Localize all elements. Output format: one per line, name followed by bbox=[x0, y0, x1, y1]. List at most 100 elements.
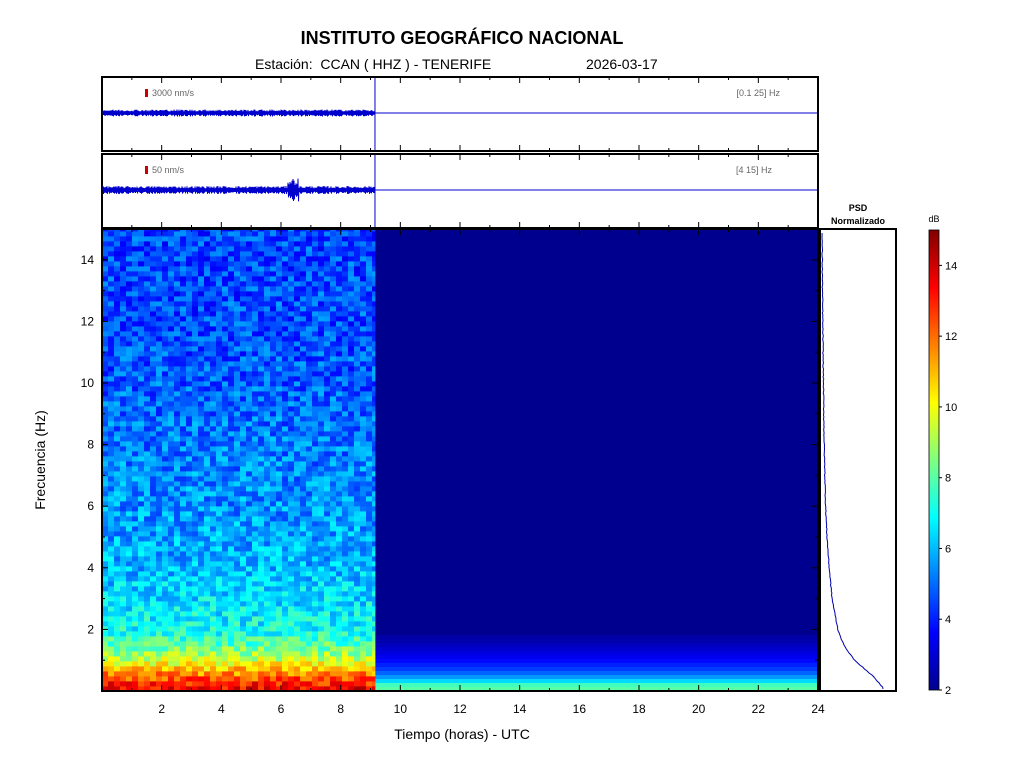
spectrogram-cell bbox=[240, 551, 247, 557]
spectrogram-cell bbox=[240, 386, 247, 392]
spectrogram-cell bbox=[264, 431, 271, 437]
spectrogram-cell bbox=[240, 556, 247, 562]
spectrogram-cell bbox=[270, 391, 277, 397]
spectrogram-cell bbox=[366, 251, 373, 257]
spectrogram-cell bbox=[348, 231, 355, 237]
spectrogram-cell bbox=[318, 291, 325, 297]
spectrogram-cell bbox=[150, 656, 157, 662]
spectrogram-cell bbox=[120, 486, 127, 492]
spectrogram-cell bbox=[222, 461, 229, 467]
spectrogram-cell bbox=[336, 271, 343, 277]
spectrogram-cell bbox=[180, 596, 187, 602]
spectrogram-cell bbox=[240, 416, 247, 422]
spectrogram-cell bbox=[294, 366, 301, 372]
spectrogram-cell bbox=[336, 326, 343, 332]
spectrogram-cell bbox=[252, 436, 259, 442]
spectrogram-cell bbox=[258, 446, 265, 452]
spectrogram-cell bbox=[222, 231, 229, 237]
spectrogram-cell bbox=[288, 229, 295, 232]
spectrogram-cell bbox=[138, 281, 145, 287]
spectrogram-cell bbox=[198, 466, 205, 472]
spectrogram-cell bbox=[156, 531, 163, 537]
spectrogram-cell bbox=[348, 421, 355, 427]
spectrogram-cell bbox=[156, 311, 163, 317]
spectrogram-cell bbox=[114, 236, 121, 242]
spectrogram-cell bbox=[162, 341, 169, 347]
spectrogram-cell bbox=[156, 281, 163, 287]
spectrogram-cell bbox=[264, 256, 271, 262]
spectrogram-cell bbox=[246, 421, 253, 427]
spectrogram-cell bbox=[246, 301, 253, 307]
spectrogram-cell bbox=[276, 271, 283, 277]
spectrogram-cell bbox=[222, 556, 229, 562]
spectrogram-cell bbox=[204, 331, 211, 337]
spectrogram-cell bbox=[252, 411, 259, 417]
spectrogram-cell bbox=[318, 611, 325, 617]
spectrogram-cell bbox=[174, 511, 181, 517]
spectrogram-cell bbox=[222, 381, 229, 387]
spectrogram-band bbox=[374, 651, 818, 655]
spectrogram-cell bbox=[192, 566, 199, 572]
spectrogram-cell bbox=[318, 476, 325, 482]
spectrogram-cell bbox=[150, 366, 157, 372]
spectrogram-cell bbox=[216, 376, 223, 382]
spectrogram-cell bbox=[288, 381, 295, 387]
spectrogram-cell bbox=[246, 316, 253, 322]
spectrogram-cell bbox=[156, 671, 163, 677]
spectrogram-cell bbox=[108, 331, 115, 337]
spectrogram-cell bbox=[372, 511, 376, 517]
spectrogram-cell bbox=[108, 506, 115, 512]
spectrogram-cell bbox=[168, 231, 175, 237]
spectrogram-cell bbox=[174, 311, 181, 317]
spectrogram-cell bbox=[228, 656, 235, 662]
spectrogram-cell bbox=[132, 536, 139, 542]
spectrogram-cell bbox=[330, 341, 337, 347]
spectrogram-cell bbox=[354, 626, 361, 632]
spectrogram-cell bbox=[324, 551, 331, 557]
spectrogram-cell bbox=[198, 531, 205, 537]
spectrogram-cell bbox=[114, 376, 121, 382]
spectrogram-cell bbox=[162, 291, 169, 297]
spectrogram-cell bbox=[216, 321, 223, 327]
spectrogram-cell bbox=[312, 686, 319, 692]
spectrogram-cell bbox=[354, 496, 361, 502]
spectrogram-cell bbox=[288, 576, 295, 582]
spectrogram-cell bbox=[138, 536, 145, 542]
spectrogram-cell bbox=[264, 241, 271, 247]
spectrogram-cell bbox=[120, 616, 127, 622]
spectrogram-cell bbox=[186, 251, 193, 257]
spectrogram-cell bbox=[354, 366, 361, 372]
spectrogram-cell bbox=[174, 381, 181, 387]
spectrogram-cell bbox=[354, 566, 361, 572]
spectrogram-cell bbox=[330, 641, 337, 647]
spectrogram-cell bbox=[240, 311, 247, 317]
spectrogram-cell bbox=[348, 261, 355, 267]
spectrogram-cell bbox=[294, 291, 301, 297]
spectrogram-cell bbox=[360, 546, 367, 552]
spectrogram-cell bbox=[360, 541, 367, 547]
spectrogram-cell bbox=[186, 406, 193, 412]
spectrogram-cell bbox=[342, 496, 349, 502]
spectrogram-cell bbox=[330, 466, 337, 472]
spectrogram-cell bbox=[162, 361, 169, 367]
spectrogram-cell bbox=[120, 361, 127, 367]
spectrogram-cell bbox=[144, 271, 151, 277]
spectrogram-cell bbox=[270, 246, 277, 252]
spectrogram-cell bbox=[258, 541, 265, 547]
trace-scale-bar bbox=[145, 89, 148, 97]
spectrogram-cell bbox=[174, 331, 181, 337]
spectrogram-cell bbox=[348, 506, 355, 512]
spectrogram-cell bbox=[258, 286, 265, 292]
spectrogram-cell bbox=[186, 596, 193, 602]
spectrogram-cell bbox=[240, 526, 247, 532]
spectrogram-cell bbox=[174, 486, 181, 492]
spectrogram-cell bbox=[360, 436, 367, 442]
spectrogram-cell bbox=[240, 291, 247, 297]
spectrogram-cell bbox=[156, 351, 163, 357]
spectrogram-cell bbox=[192, 431, 199, 437]
station-label: Estación: CCAN ( HHZ ) - TENERIFE bbox=[255, 56, 492, 72]
spectrogram-cell bbox=[258, 311, 265, 317]
spectrogram-cell bbox=[114, 601, 121, 607]
spectrogram-cell bbox=[354, 556, 361, 562]
spectrogram-cell bbox=[180, 461, 187, 467]
